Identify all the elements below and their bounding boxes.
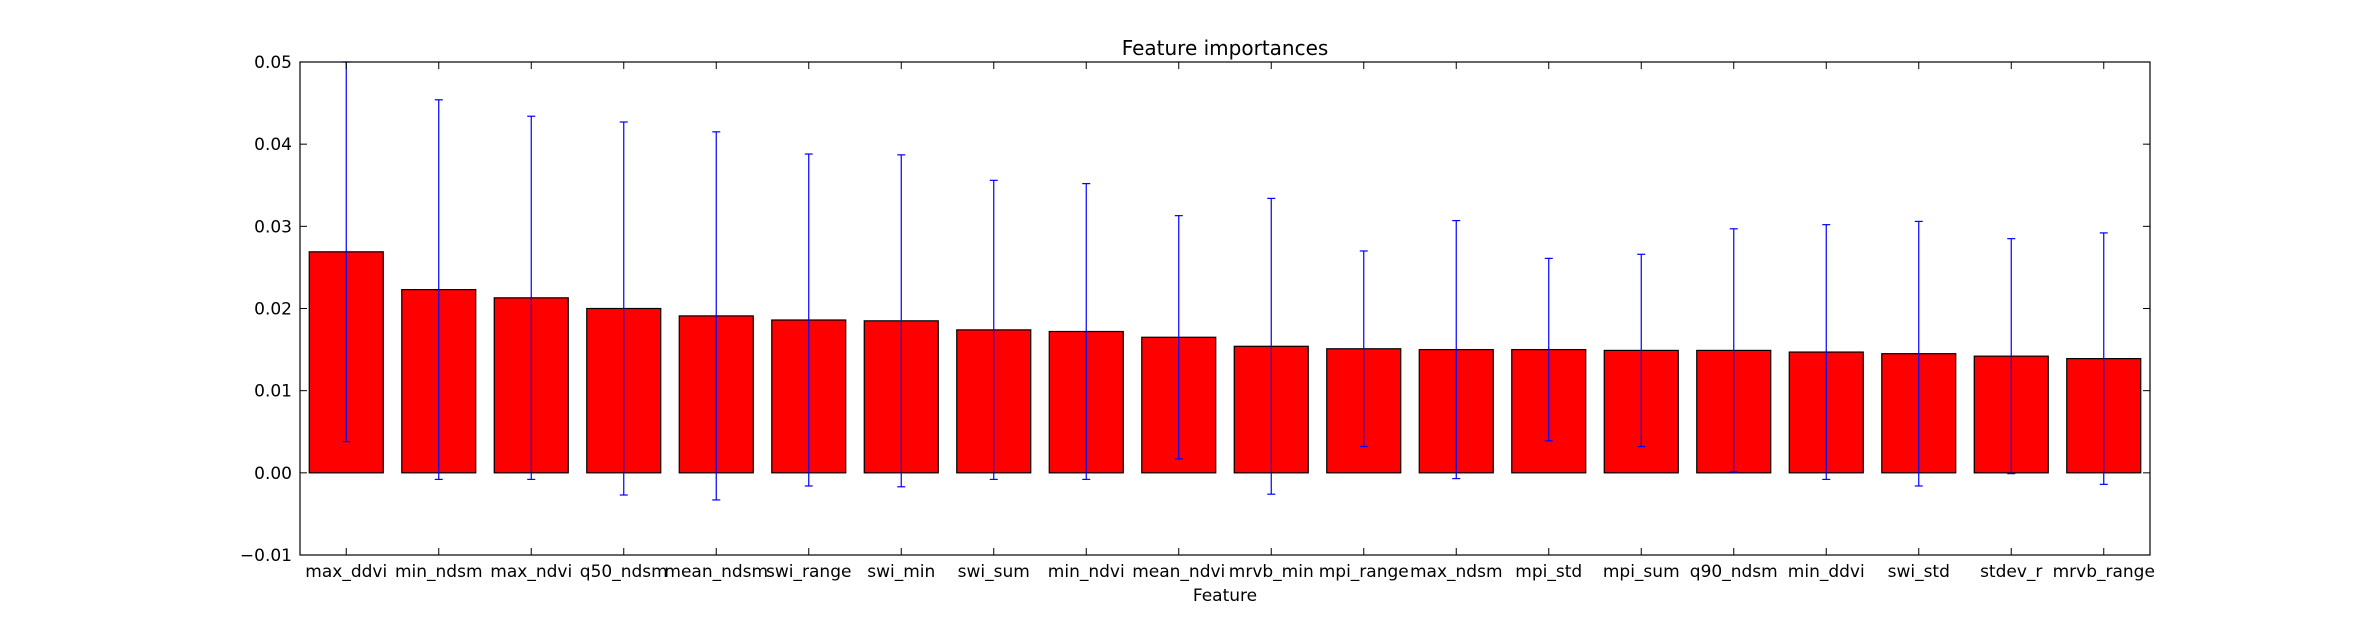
plot-frame bbox=[300, 62, 2150, 555]
x-tick-label-stdev_r: stdev_r bbox=[1980, 562, 2042, 582]
x-tick-label-mpi_sum: mpi_sum bbox=[1603, 562, 1680, 582]
x-tick-label-swi_std: swi_std bbox=[1888, 562, 1950, 582]
x-tick-label-mean_ndvi: mean_ndvi bbox=[1132, 562, 1225, 582]
x-tick-label-swi_min: swi_min bbox=[867, 562, 935, 582]
x-tick-label-mrvb_range: mrvb_range bbox=[2053, 562, 2155, 582]
bars-layer bbox=[309, 252, 2141, 473]
x-tick-label-max_ddvi: max_ddvi bbox=[305, 562, 387, 582]
y-tick-label: 0.04 bbox=[254, 135, 292, 155]
x-tick-label-max_ndsm: max_ndsm bbox=[1410, 562, 1503, 582]
x-tick-label-mpi_range: mpi_range bbox=[1319, 562, 1409, 582]
x-tick-label-q50_ndsm: q50_ndsm bbox=[580, 562, 668, 582]
x-tick-label-swi_range: swi_range bbox=[766, 562, 851, 582]
y-tick-label: 0.05 bbox=[254, 53, 292, 73]
x-tick-label-q90_ndsm: q90_ndsm bbox=[1690, 562, 1778, 582]
x-tick-label-max_ndvi: max_ndvi bbox=[490, 562, 572, 582]
x-tick-label-min_ndsm: min_ndsm bbox=[395, 562, 483, 582]
y-tick-label: 0.02 bbox=[254, 300, 292, 320]
x-tick-label-min_ddvi: min_ddvi bbox=[1788, 562, 1865, 582]
x-axis-label: Feature bbox=[1193, 586, 1257, 606]
x-tick-label-min_ndvi: min_ndvi bbox=[1048, 562, 1125, 582]
y-tick-label: 0.00 bbox=[254, 464, 292, 484]
x-tick-label-swi_sum: swi_sum bbox=[958, 562, 1030, 582]
x-tick-label-mrvb_min: mrvb_min bbox=[1229, 562, 1314, 582]
y-tick-label: 0.01 bbox=[254, 382, 292, 402]
y-tick-label: 0.03 bbox=[254, 217, 292, 237]
x-tick-label-mpi_std: mpi_std bbox=[1515, 562, 1582, 582]
y-tick-label: −0.01 bbox=[240, 546, 292, 566]
x-tick-label-mean_ndsm: mean_ndsm bbox=[664, 562, 768, 582]
chart-title: Feature importances bbox=[1122, 36, 1329, 60]
